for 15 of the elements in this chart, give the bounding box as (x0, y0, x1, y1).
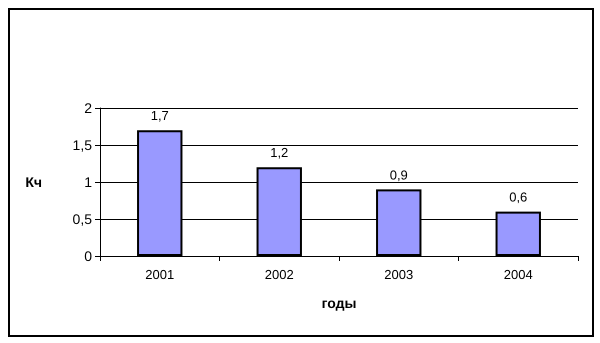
y-tick-label: 0 (84, 248, 92, 264)
data-label: 1,2 (270, 145, 288, 160)
y-tick-label: 2 (84, 100, 92, 116)
x-tick-label: 2001 (145, 267, 174, 282)
y-axis-title: Кч (25, 174, 42, 190)
y-tick-label: 0,5 (72, 211, 92, 227)
x-axis-title: годы (322, 295, 356, 311)
x-tick-label: 2004 (504, 267, 533, 282)
y-tick-label: 1,5 (72, 137, 92, 153)
data-label: 0,6 (509, 190, 528, 205)
x-tick-label: 2003 (384, 267, 414, 282)
data-label: 1,7 (150, 108, 169, 124)
data-label: 0,9 (390, 167, 408, 182)
y-tick-label: 1 (84, 174, 92, 190)
x-tick-label: 2002 (264, 267, 294, 282)
